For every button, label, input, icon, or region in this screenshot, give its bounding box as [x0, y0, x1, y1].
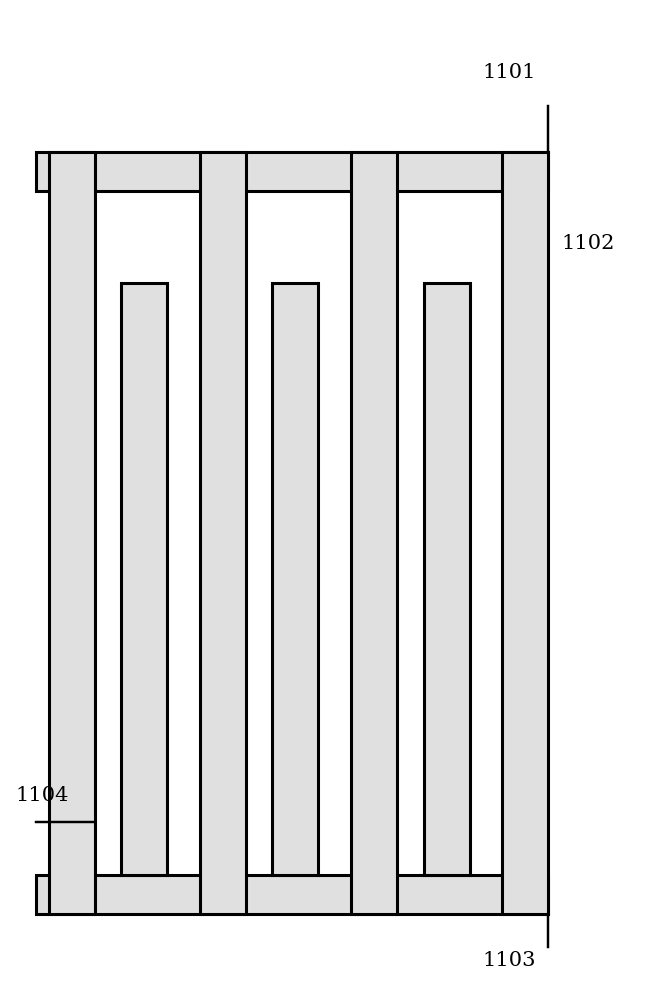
Bar: [36, 152, 548, 191]
Bar: [49, 152, 95, 914]
Bar: [200, 152, 246, 914]
Bar: [503, 152, 548, 914]
Bar: [36, 875, 548, 914]
Text: 1101: 1101: [483, 63, 536, 82]
Text: 1102: 1102: [562, 234, 615, 253]
Text: 1103: 1103: [483, 951, 536, 970]
Text: 1104: 1104: [16, 786, 70, 805]
Bar: [272, 283, 318, 875]
Bar: [424, 283, 469, 875]
Bar: [351, 152, 397, 914]
Bar: [121, 283, 167, 875]
